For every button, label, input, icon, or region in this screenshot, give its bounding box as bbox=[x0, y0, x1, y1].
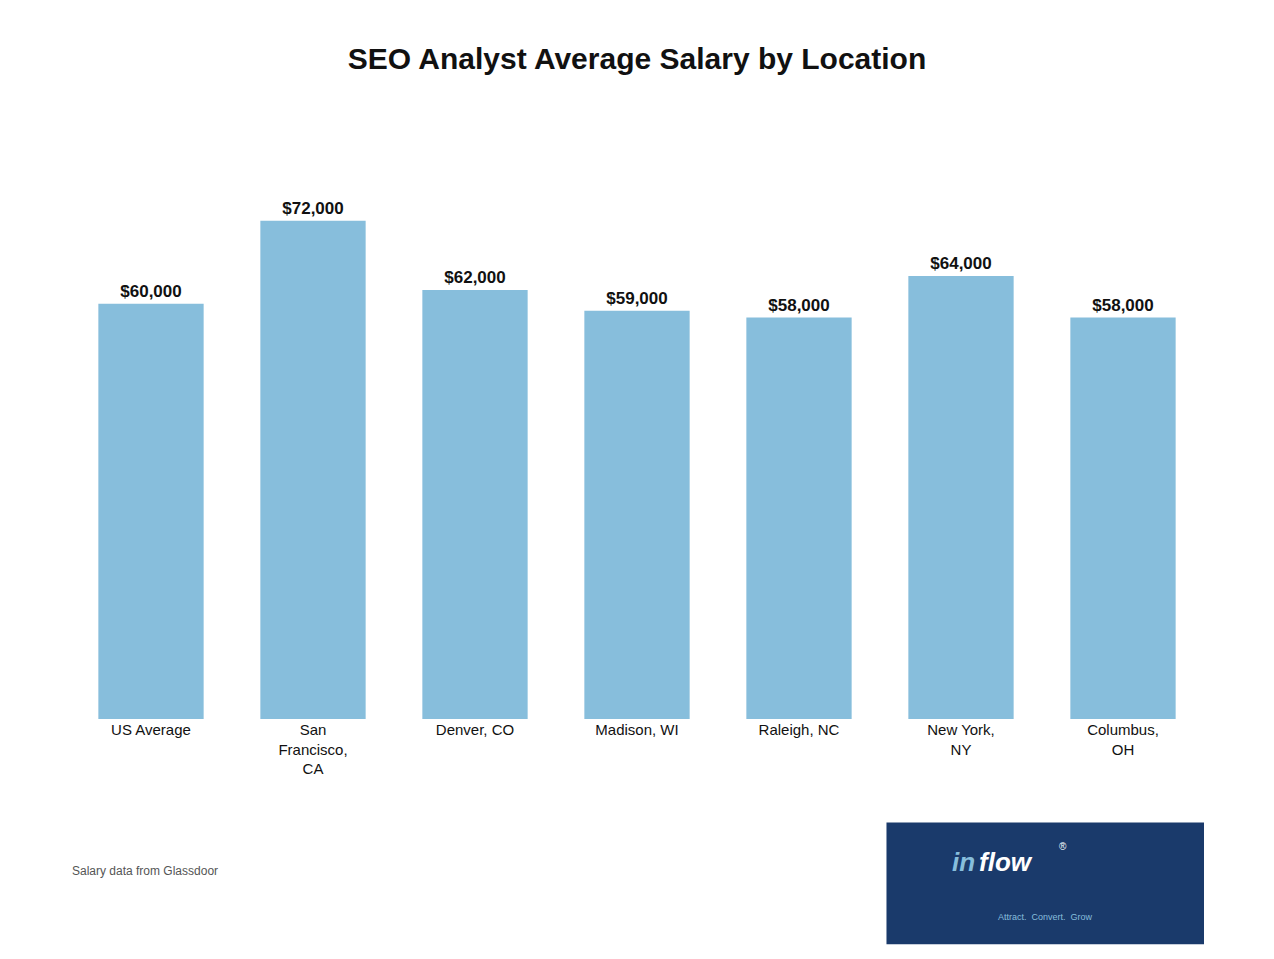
svg-text:$64,000: $64,000 bbox=[930, 254, 991, 273]
svg-text:SanFrancisco,CA: SanFrancisco,CA bbox=[278, 721, 347, 777]
svg-text:New York,NY: New York,NY bbox=[927, 721, 995, 758]
svg-text:Attract. Convert. Grow: Attract. Convert. Grow bbox=[998, 912, 1093, 922]
svg-text:flow: flow bbox=[979, 847, 1033, 877]
svg-text:$72,000: $72,000 bbox=[282, 199, 343, 218]
svg-text:$62,000: $62,000 bbox=[444, 268, 505, 287]
svg-text:SEO Analyst Average Salary by: SEO Analyst Average Salary by Location bbox=[348, 42, 927, 75]
svg-text:$58,000: $58,000 bbox=[1092, 296, 1153, 315]
svg-text:$58,000: $58,000 bbox=[768, 296, 829, 315]
svg-text:$60,000: $60,000 bbox=[120, 282, 181, 301]
svg-text:Salary data from Glassdoor: Salary data from Glassdoor bbox=[72, 864, 218, 878]
svg-text:in: in bbox=[952, 847, 975, 877]
svg-text:®: ® bbox=[1059, 841, 1067, 852]
svg-text:Madison, WI: Madison, WI bbox=[595, 721, 678, 738]
svg-text:Columbus,OH: Columbus,OH bbox=[1087, 721, 1159, 758]
svg-text:US Average: US Average bbox=[111, 721, 191, 738]
svg-text:Raleigh, NC: Raleigh, NC bbox=[759, 721, 840, 738]
svg-text:Denver, CO: Denver, CO bbox=[436, 721, 514, 738]
svg-text:$59,000: $59,000 bbox=[606, 289, 667, 308]
